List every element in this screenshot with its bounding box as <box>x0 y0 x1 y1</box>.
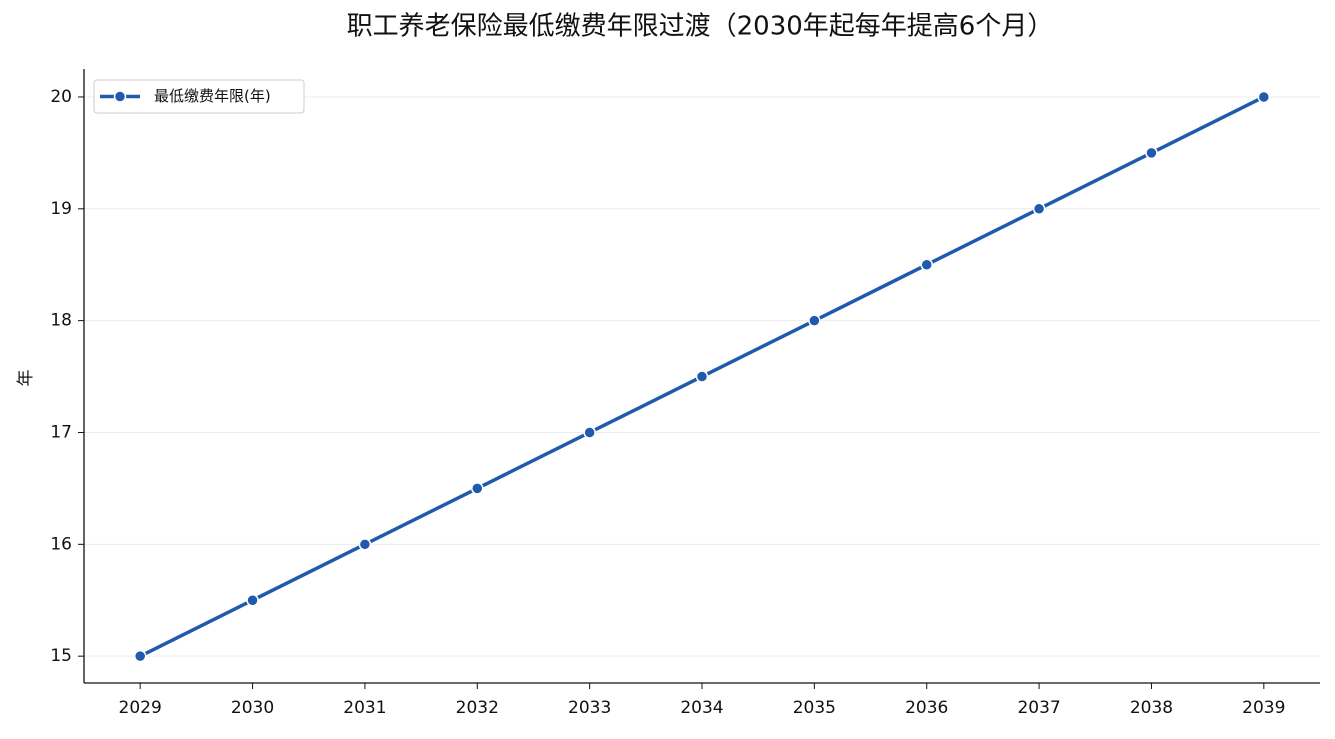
x-tick-label: 2029 <box>119 698 162 718</box>
x-tick-label: 2030 <box>231 698 274 718</box>
x-tick-label: 2038 <box>1130 698 1173 718</box>
x-tick-label: 2033 <box>568 698 611 718</box>
point <box>1145 146 1158 160</box>
y-tick-label: 16 <box>50 534 72 554</box>
y-tick-label: 17 <box>50 422 72 442</box>
x-tick-label: 2039 <box>1242 698 1285 718</box>
point <box>695 370 709 383</box>
y-tick-label: 18 <box>50 311 72 331</box>
legend-marker <box>113 90 127 103</box>
point <box>1257 90 1271 104</box>
legend-label: 最低缴费年限(年) <box>154 87 271 105</box>
x-tick-label: 2034 <box>680 698 723 718</box>
legend: 最低缴费年限(年) <box>93 79 305 114</box>
point <box>246 593 259 607</box>
point <box>808 314 821 327</box>
point <box>133 649 147 663</box>
chart-title: 职工养老保险最低缴费年限过渡（2030年起每年提高6个月） <box>347 12 1054 42</box>
point <box>1032 202 1046 216</box>
x-tick-label: 2037 <box>1017 698 1060 718</box>
point <box>358 538 372 551</box>
point <box>583 426 596 439</box>
y-axis-label: 年 <box>16 370 36 387</box>
x-tick-label: 2036 <box>905 698 948 718</box>
point <box>471 482 484 495</box>
y-tick-label: 20 <box>50 87 72 107</box>
point <box>920 258 933 271</box>
legend-box <box>93 79 305 114</box>
y-tick-label: 19 <box>50 199 72 219</box>
x-tick-label: 2035 <box>793 698 836 718</box>
x-tick-label: 2031 <box>343 698 386 718</box>
y-tick-label: 15 <box>50 646 72 666</box>
x-tick-label: 2032 <box>456 698 499 718</box>
